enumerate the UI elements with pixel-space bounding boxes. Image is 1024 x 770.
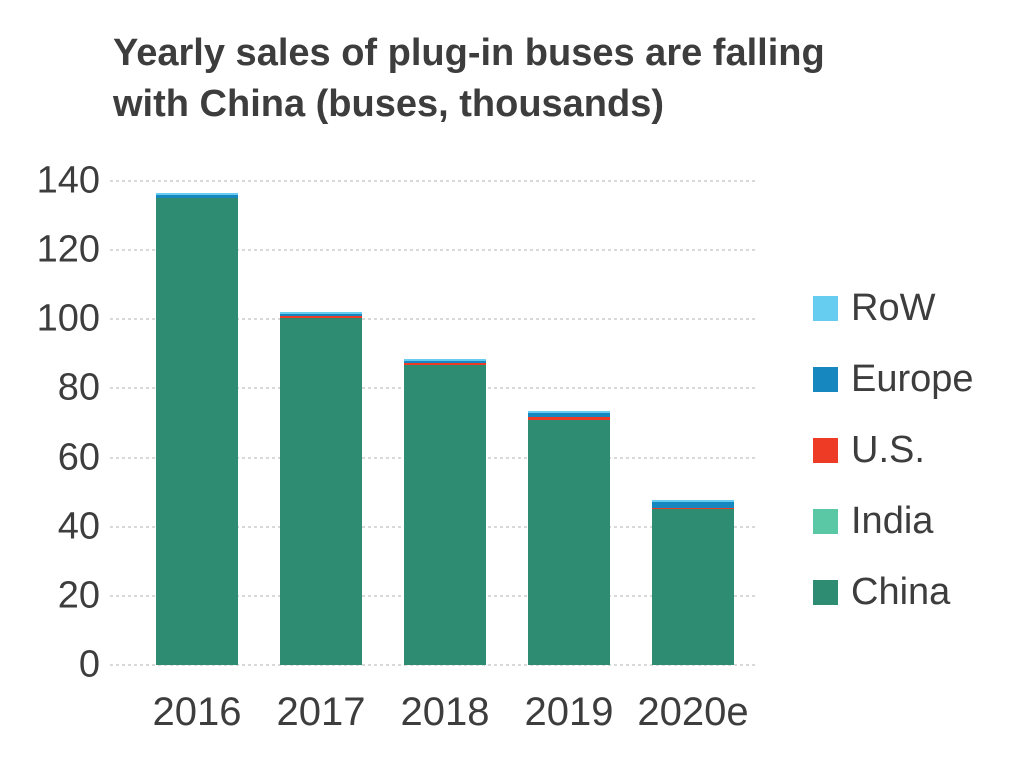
legend-label-row: RoW — [851, 286, 936, 329]
bar-segment-2018-europe — [404, 360, 486, 363]
y-tick-label-120: 120 — [36, 228, 100, 271]
legend-label-us: U.S. — [851, 428, 925, 471]
gridline-100 — [110, 318, 757, 321]
chart-title-line-1: Yearly sales of plug-in buses are fallin… — [113, 32, 825, 74]
bar-segment-2019-row — [528, 410, 610, 413]
legend-label-india: India — [851, 499, 934, 542]
bar-segment-2016-us — [156, 197, 238, 199]
bar-segment-2018-china — [404, 365, 486, 665]
bar-segment-2018-row — [404, 359, 486, 361]
y-tick-label-0: 0 — [78, 643, 100, 686]
bar-2018 — [404, 359, 486, 665]
y-tick-label-20: 20 — [57, 574, 100, 617]
bar-segment-2018-us — [404, 362, 486, 366]
x-tick-label-2018: 2018 — [400, 690, 490, 734]
chart-title-line-2: with China (buses, thousands) — [113, 83, 665, 125]
bar-segment-2020e-us — [652, 508, 734, 510]
bar-segment-2016-europe — [156, 194, 238, 198]
gridline-0 — [110, 664, 757, 666]
bar-segment-2019-europe — [528, 412, 610, 418]
y-tick-label-80: 80 — [57, 366, 100, 409]
bar-segment-2016-china — [156, 198, 238, 665]
bar-segment-2019-us — [528, 417, 610, 420]
bar-segment-2020e-china — [652, 509, 734, 665]
bar-segment-2019-china — [528, 419, 610, 665]
bar-segment-2016-row — [156, 193, 238, 195]
legend: RoW Europe U.S. India China — [813, 283, 974, 638]
y-tick-label-40: 40 — [57, 505, 100, 548]
legend-swatch-india — [813, 508, 838, 534]
legend-swatch-china — [813, 579, 838, 605]
y-tick-label-100: 100 — [36, 297, 100, 340]
bar-segment-2017-row — [280, 312, 362, 314]
legend-label-europe: Europe — [851, 357, 974, 400]
bar-2019 — [528, 410, 610, 665]
bar-2017 — [280, 312, 362, 665]
legend-item-india: India — [813, 496, 974, 546]
y-tick-label-60: 60 — [57, 436, 100, 479]
bar-segment-2020e-europe — [652, 501, 734, 509]
legend-item-row: RoW — [813, 283, 974, 333]
chart-title: Yearly sales of plug-in buses are fallin… — [113, 28, 825, 130]
legend-swatch-us — [813, 437, 838, 463]
gridline-140 — [110, 180, 757, 182]
legend-item-us: U.S. — [813, 425, 974, 475]
bar-segment-2020e-row — [652, 499, 734, 502]
y-tick-label-140: 140 — [36, 159, 100, 202]
x-tick-label-2020e: 2020e — [637, 690, 749, 734]
bar-segment-2017-us — [280, 315, 362, 318]
bar-segment-2017-china — [280, 317, 362, 665]
legend-item-china: China — [813, 567, 974, 617]
x-tick-label-2017: 2017 — [276, 690, 366, 734]
gridline-120 — [110, 249, 757, 252]
legend-swatch-row — [813, 295, 838, 321]
legend-item-europe: Europe — [813, 354, 974, 404]
legend-label-china: China — [851, 570, 951, 613]
plot-area — [110, 180, 757, 666]
bar-2016 — [156, 193, 238, 665]
legend-swatch-europe — [813, 366, 838, 392]
bar-segment-2017-europe — [280, 313, 362, 316]
x-tick-label-2016: 2016 — [152, 690, 242, 734]
bar-2020e — [652, 499, 734, 665]
x-tick-label-2019: 2019 — [524, 690, 614, 734]
